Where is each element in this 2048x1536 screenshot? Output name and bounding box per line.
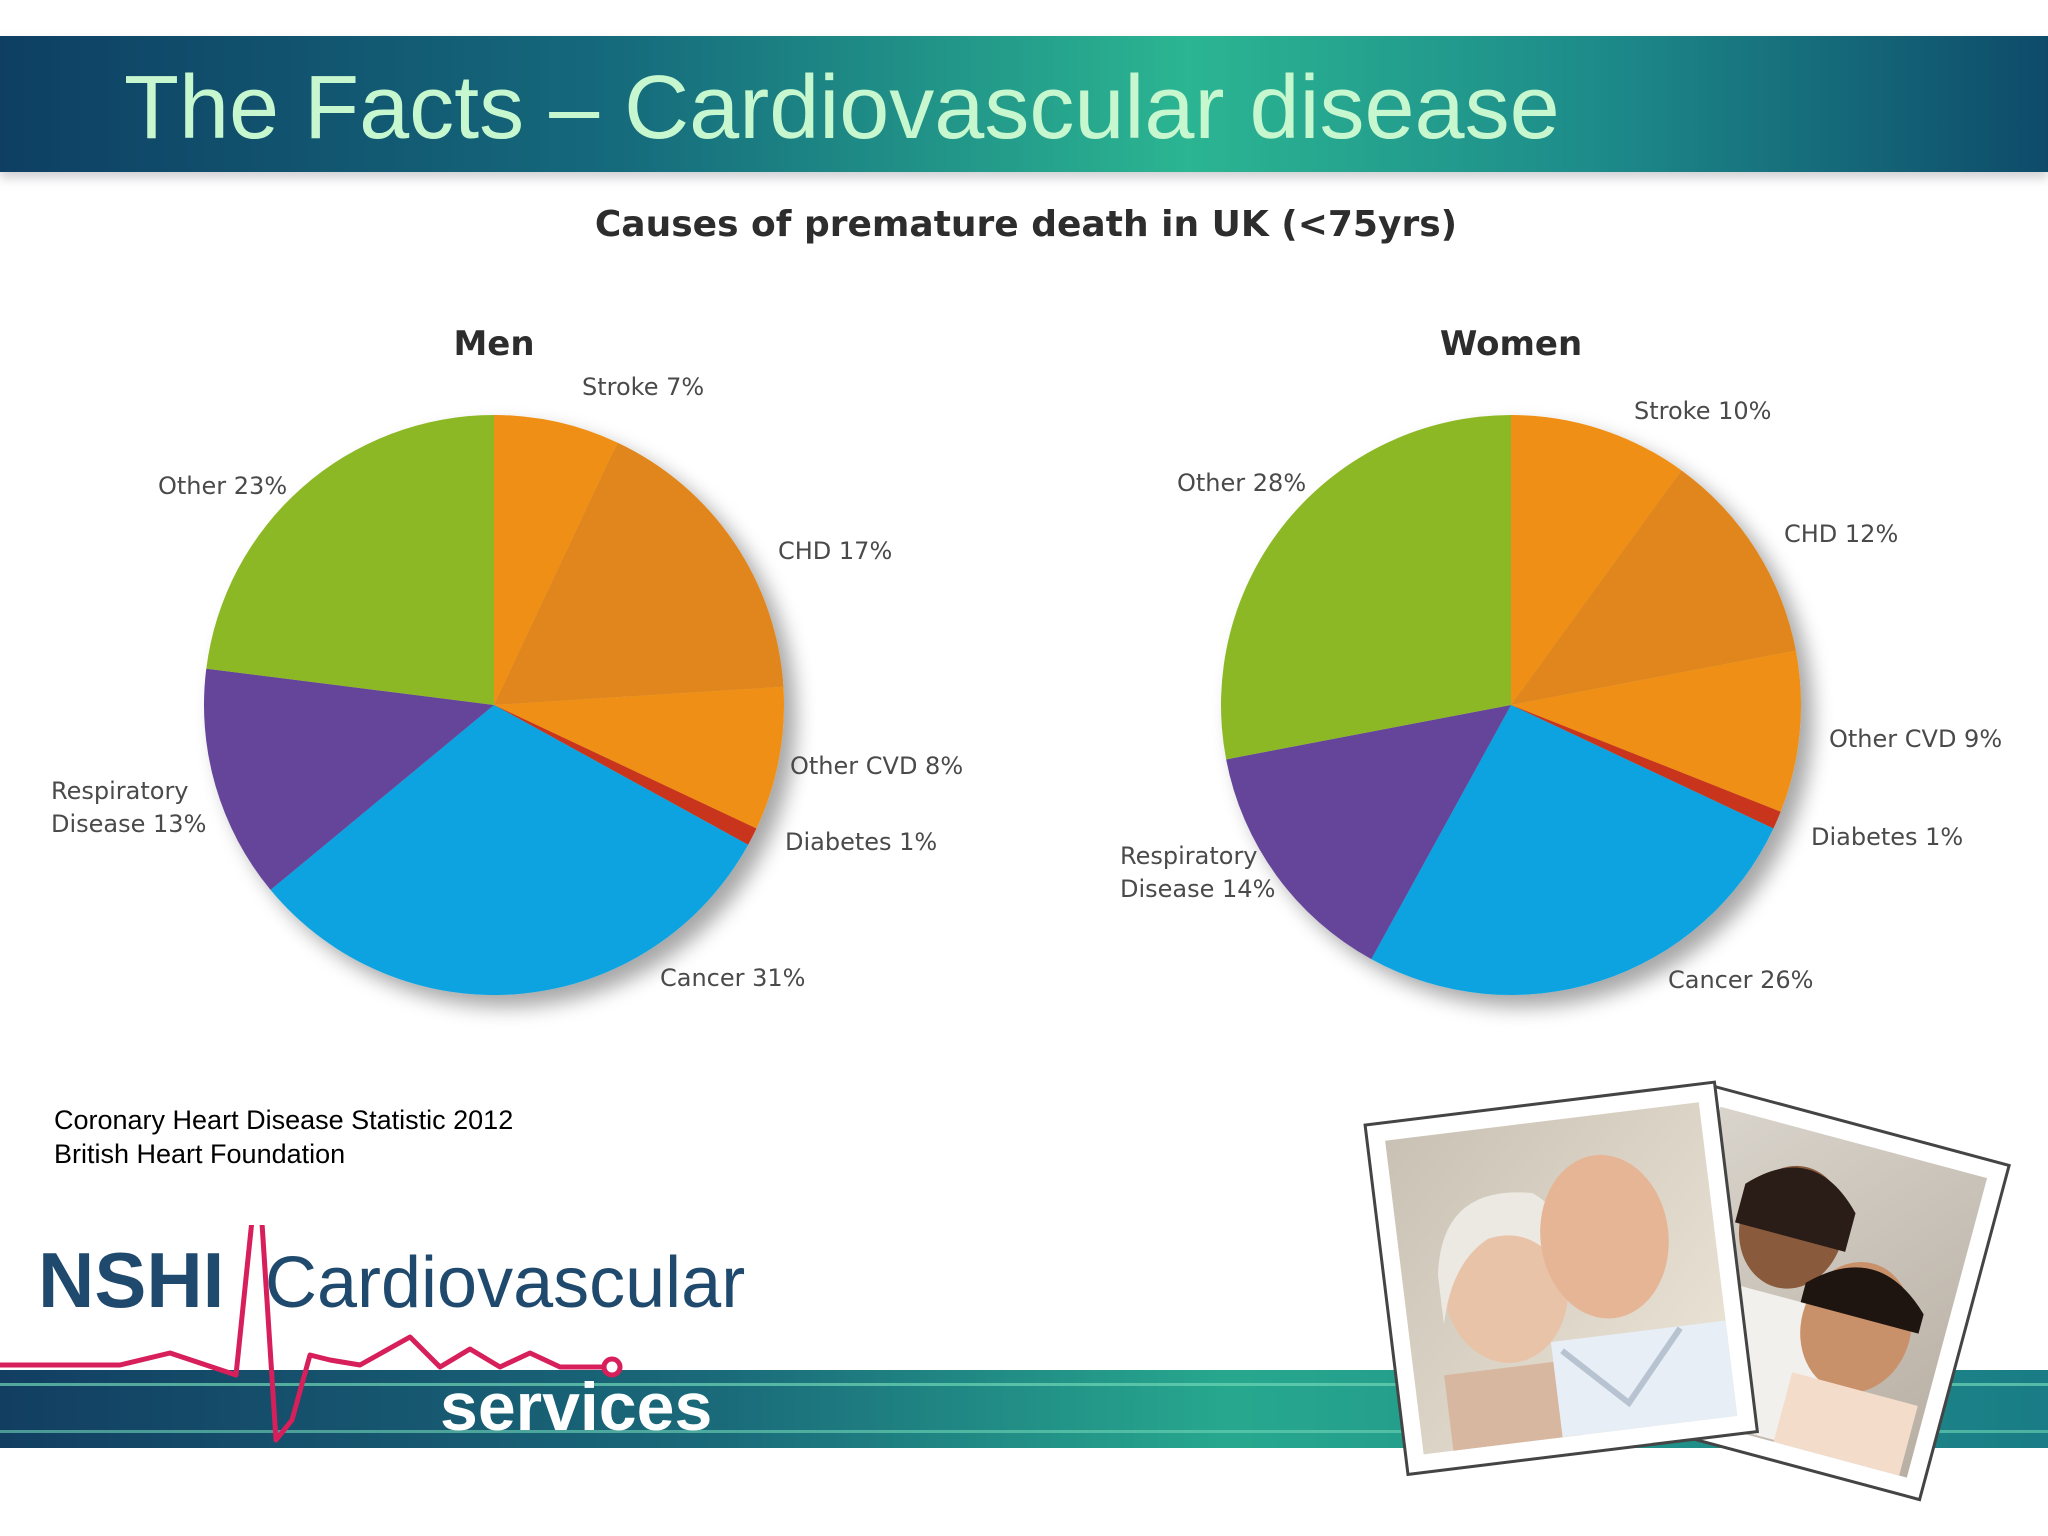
logo-subword: services <box>440 1369 712 1445</box>
chart-title-men: Men <box>453 324 534 364</box>
pie-labels-men: Stroke 7% CHD 17% Other CVD 8% Diabetes 1% C… <box>51 373 963 992</box>
photo-collage <box>1363 1080 2011 1502</box>
pie-chart-women <box>1221 415 1801 996</box>
pie-label-cancer: Cancer 31% <box>660 964 805 992</box>
pie-label-chd: CHD 17% <box>778 537 892 565</box>
pie-slice-diabetes <box>494 705 757 845</box>
pie-label-chd: CHD 12% <box>1784 520 1898 548</box>
pie-slice-chd <box>1511 470 1796 705</box>
pie-label-other: Other 23% <box>158 472 287 500</box>
source-line-2: British Heart Foundation <box>54 1139 346 1169</box>
pie-label-respiratory-disease: Respiratory Disease 14% <box>1120 842 1275 903</box>
pie-slice-respiratory-disease <box>1226 705 1511 960</box>
pie-label-respiratory-disease: Respiratory Disease 13% <box>51 777 206 838</box>
pie-slice-respiratory-disease <box>204 668 495 890</box>
ecg-dot <box>601 1356 623 1378</box>
chart-heading: Causes of premature death in UK (<75yrs) <box>595 204 1457 245</box>
title-bar: The Facts – Cardiovascular disease <box>0 36 2048 172</box>
logo-word: Cardiovascular <box>265 1243 745 1323</box>
pie-labels-women: Stroke 10% CHD 12% Other CVD 9% Diabetes 1%… <box>1120 397 2002 994</box>
source-line-1: Coronary Heart Disease Statistic 2012 <box>54 1105 514 1135</box>
pie-label-other-cvd: Other CVD 8% <box>790 752 963 780</box>
pie-label-diabetes: Diabetes 1% <box>1811 823 1963 851</box>
pie-label-diabetes: Diabetes 1% <box>785 828 937 856</box>
pie-slice-other-cvd <box>1511 650 1801 812</box>
pie-slice-cancer <box>1371 705 1774 996</box>
photo-older-couple <box>1363 1080 1760 1477</box>
slide-title: The Facts – Cardiovascular disease <box>124 58 1560 158</box>
pie-label-stroke: Stroke 7% <box>582 373 704 401</box>
pie-label-stroke: Stroke 10% <box>1634 397 1771 425</box>
chart-title-women: Women <box>1440 324 1582 364</box>
pie-chart-men <box>204 415 785 995</box>
pie-label-other: Other 28% <box>1177 469 1306 497</box>
pie-slice-other <box>206 415 494 705</box>
pie-slice-other <box>1221 415 1511 760</box>
pie-label-other-cvd: Other CVD 9% <box>1829 725 2002 753</box>
pie-slice-cancer <box>270 705 749 995</box>
logo-name: NSHI <box>38 1236 224 1324</box>
pie-slice-other-cvd <box>494 686 785 829</box>
source-citation: Coronary Heart Disease Statistic 2012 Br… <box>54 1103 513 1171</box>
pie-label-cancer: Cancer 26% <box>1668 966 1813 994</box>
ecg-line <box>0 1225 612 1443</box>
pie-slice-stroke <box>1511 415 1682 705</box>
pie-slice-chd <box>494 442 784 705</box>
pie-slice-diabetes <box>1511 705 1781 829</box>
pie-slice-stroke <box>494 415 618 705</box>
